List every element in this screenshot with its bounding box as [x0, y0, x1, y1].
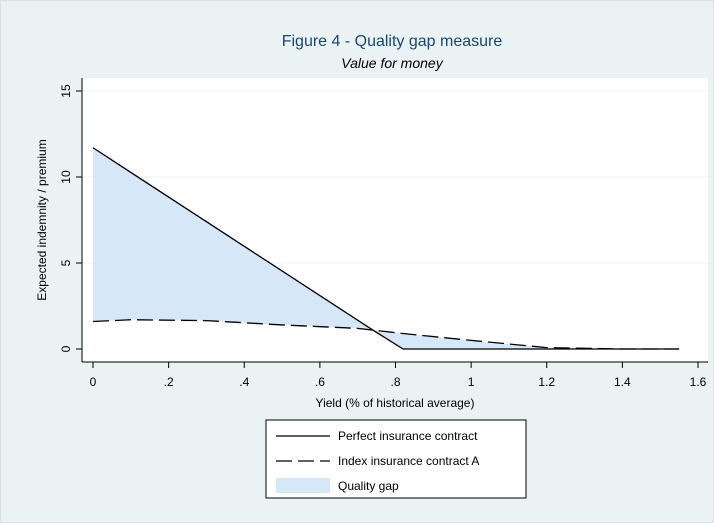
- chart-title: Figure 4 - Quality gap measure: [282, 33, 503, 50]
- x-tick-label-5: 1: [468, 375, 475, 389]
- y-tick-label-2: 10: [59, 170, 73, 184]
- x-tick-label-1: .2: [164, 375, 174, 389]
- series-line-index: [92, 319, 680, 350]
- x-tick-label-3: .6: [315, 375, 325, 389]
- x-tick-label-4: .8: [390, 375, 400, 389]
- series-lines: [92, 147, 680, 350]
- legend: Perfect insurance contract Index insuran…: [265, 419, 527, 499]
- legend-label-index: Index insurance contract A: [338, 454, 479, 468]
- legend-fill-swatch: [276, 478, 330, 493]
- legend-label-gap: Quality gap: [338, 479, 399, 493]
- y-axis-title: Expected indemnity / premium: [35, 139, 49, 300]
- x-tick-label-7: 1.4: [614, 375, 631, 389]
- x-tick-label-8: 1.6: [690, 375, 707, 389]
- quality-gap-area: [93, 147, 680, 349]
- x-axis-title: Yield (% of historical average): [316, 396, 475, 410]
- quality-gap-fill-group: [93, 147, 680, 349]
- axes: 0 .2 .4 .6 .8 1 1.2 1.4 1.6 0 5 10 15: [59, 78, 708, 389]
- y-tick-label-1: 5: [59, 259, 73, 266]
- x-tick-label-2: .4: [239, 375, 249, 389]
- y-tick-label-3: 15: [59, 84, 73, 98]
- x-tick-label-0: 0: [90, 375, 97, 389]
- y-tick-label-0: 0: [59, 345, 73, 352]
- chart-subtitle: Value for money: [341, 55, 443, 71]
- x-tick-label-6: 1.2: [538, 375, 555, 389]
- legend-label-perfect: Perfect insurance contract: [338, 429, 478, 443]
